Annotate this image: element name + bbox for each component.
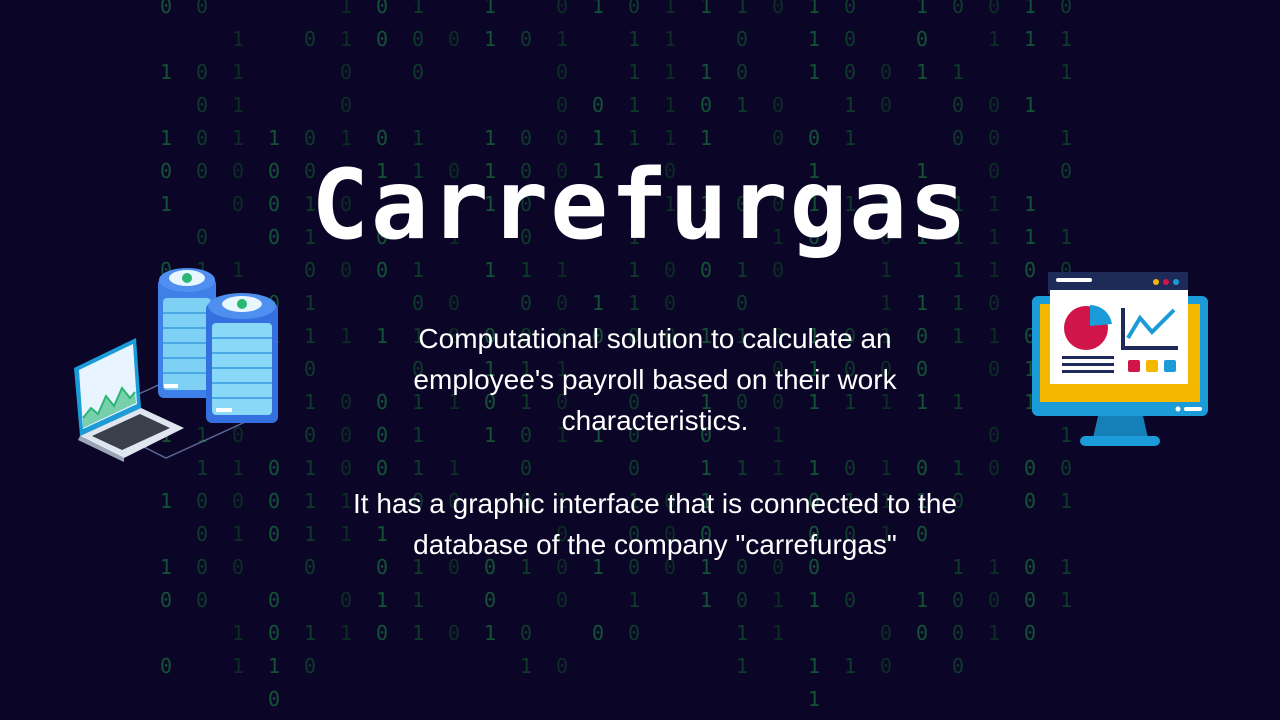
description-text: Computational solution to calculate an e… <box>413 323 897 436</box>
server-laptop-icon <box>66 258 286 468</box>
detail-text: It has a graphic interface that is conne… <box>353 488 957 560</box>
binary-rain-column: 0 1 0 0 1 1 1 1 1 1 1 0 1 0 0 0 <box>952 0 965 678</box>
binary-rain-column: 0 0 0 1 1 0 1 1 0 1 0 1 1 1 0 1 0 <box>304 27 317 678</box>
binary-rain-column: 0 1 0 0 0 1 1 1 0 1 0 0 0 1 0 1 <box>988 0 1001 645</box>
dashboard-monitor-icon <box>1028 268 1213 453</box>
slide-title: Carrefurgas <box>311 149 969 261</box>
binary-rain-column: 1 1 0 0 1 0 0 1 0 0 0 1 1 0 1 <box>340 0 353 645</box>
